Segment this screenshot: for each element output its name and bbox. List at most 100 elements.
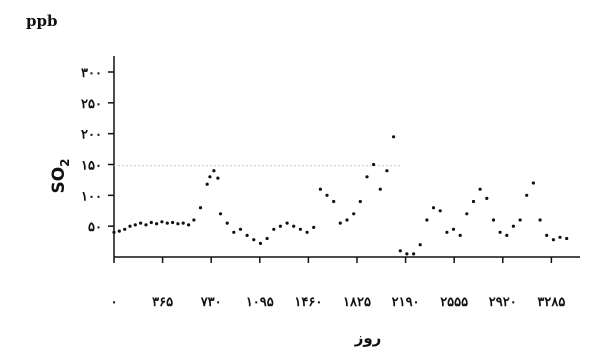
svg-text:SO2: SO2 — [49, 158, 72, 193]
data-point — [245, 233, 249, 237]
data-point — [112, 230, 116, 234]
data-point — [160, 220, 164, 224]
data-point — [352, 212, 356, 216]
data-point — [405, 252, 409, 256]
data-point — [332, 199, 336, 204]
x-tick-label: ١٨٢۵ — [343, 295, 371, 310]
data-point — [525, 193, 529, 197]
data-point — [412, 252, 416, 256]
data-point — [538, 218, 542, 222]
data-point — [192, 218, 196, 222]
y-tick-label: ٢٠٠ — [81, 128, 102, 143]
data-point — [498, 230, 502, 234]
data-point — [372, 162, 376, 167]
data-point — [205, 182, 209, 186]
data-point — [238, 227, 243, 231]
data-points — [112, 135, 569, 256]
data-point — [545, 233, 549, 237]
y-axis-title-sub: 2 — [58, 158, 72, 166]
data-point — [212, 169, 216, 173]
data-point — [216, 176, 220, 180]
x-ticks: ٠ ٣۶۵ ٧٣٠ ١٠٩۵ ١۴۶٠ ١٨٢۵ ٢١٩٠ ٢۵۵۵ ٢٩٢٠ ٣٢٨۵ — [111, 257, 565, 310]
data-point — [478, 187, 482, 191]
data-point — [491, 218, 496, 222]
data-point — [225, 221, 229, 225]
x-tick-label: ٣٢٨۵ — [537, 295, 565, 310]
data-point — [149, 220, 153, 225]
data-point — [551, 238, 556, 242]
data-point — [418, 243, 422, 247]
x-axis-title: روز — [354, 329, 382, 347]
data-point — [385, 169, 389, 173]
data-point — [123, 227, 127, 231]
data-point — [176, 222, 180, 226]
data-point — [292, 224, 296, 228]
x-tick-label: ٧٣٠ — [200, 295, 222, 310]
data-point — [458, 233, 462, 237]
data-point — [181, 221, 185, 225]
data-point — [398, 249, 402, 253]
data-point — [565, 236, 569, 241]
data-point — [252, 238, 256, 242]
data-point — [198, 206, 203, 210]
data-point — [265, 236, 269, 241]
x-tick-label: ٢٩٢٠ — [489, 295, 517, 310]
y-tick-label: ١۵٠ — [81, 159, 102, 174]
data-point — [325, 193, 329, 197]
data-point — [155, 222, 159, 226]
data-point — [358, 199, 362, 204]
data-point — [531, 181, 536, 185]
data-point — [285, 221, 289, 225]
data-point — [505, 233, 509, 237]
data-point — [144, 223, 148, 227]
y-axis-title: SO2 — [49, 158, 72, 193]
x-tick-label: ٢۵۵۵ — [440, 295, 468, 310]
x-tick-label: ٠ — [111, 295, 118, 310]
data-point — [471, 199, 476, 204]
data-point — [232, 230, 236, 234]
y-tick-label: ١٠٠ — [81, 189, 102, 204]
data-point — [365, 175, 369, 179]
data-point — [431, 206, 436, 210]
data-point — [218, 212, 223, 216]
y-tick-label: ٣٠٠ — [81, 66, 102, 81]
data-point — [318, 187, 322, 191]
data-point — [445, 230, 449, 234]
data-point — [438, 209, 442, 213]
data-point — [171, 220, 175, 225]
y-tick-label: ٢۵٠ — [81, 97, 102, 112]
data-point — [128, 224, 132, 228]
data-point — [558, 235, 562, 239]
data-point — [465, 212, 469, 216]
data-point — [338, 221, 342, 225]
data-point — [451, 227, 456, 231]
x-tick-label: ٣۶۵ — [152, 295, 173, 310]
data-point — [425, 218, 429, 222]
data-point — [392, 135, 396, 139]
data-point — [133, 223, 137, 227]
data-point — [272, 227, 276, 231]
data-point — [187, 223, 191, 227]
y-ticks: ۵٠ ١٠٠ ١۵٠ ٢٠٠ ٢۵٠ ٣٠٠ — [81, 66, 114, 235]
data-point — [117, 229, 121, 233]
data-point — [139, 221, 143, 225]
data-point — [485, 196, 489, 200]
data-point — [518, 218, 522, 222]
data-point — [165, 221, 169, 225]
y-axis-title-main: SO — [49, 167, 69, 194]
y-tick-label: ۵٠ — [88, 220, 102, 235]
data-point — [345, 218, 349, 222]
x-tick-label: ١۴۶٠ — [294, 295, 322, 310]
data-point — [305, 230, 309, 234]
data-point — [258, 241, 263, 245]
data-point — [511, 224, 515, 228]
data-point — [298, 227, 302, 231]
x-tick-label: ١٠٩۵ — [246, 295, 274, 310]
data-point — [208, 175, 212, 179]
data-point — [312, 225, 316, 229]
data-point — [278, 224, 282, 228]
x-tick-label: ٢١٩٠ — [392, 295, 420, 310]
unit-label: ppb — [26, 12, 57, 30]
data-point — [378, 187, 382, 191]
